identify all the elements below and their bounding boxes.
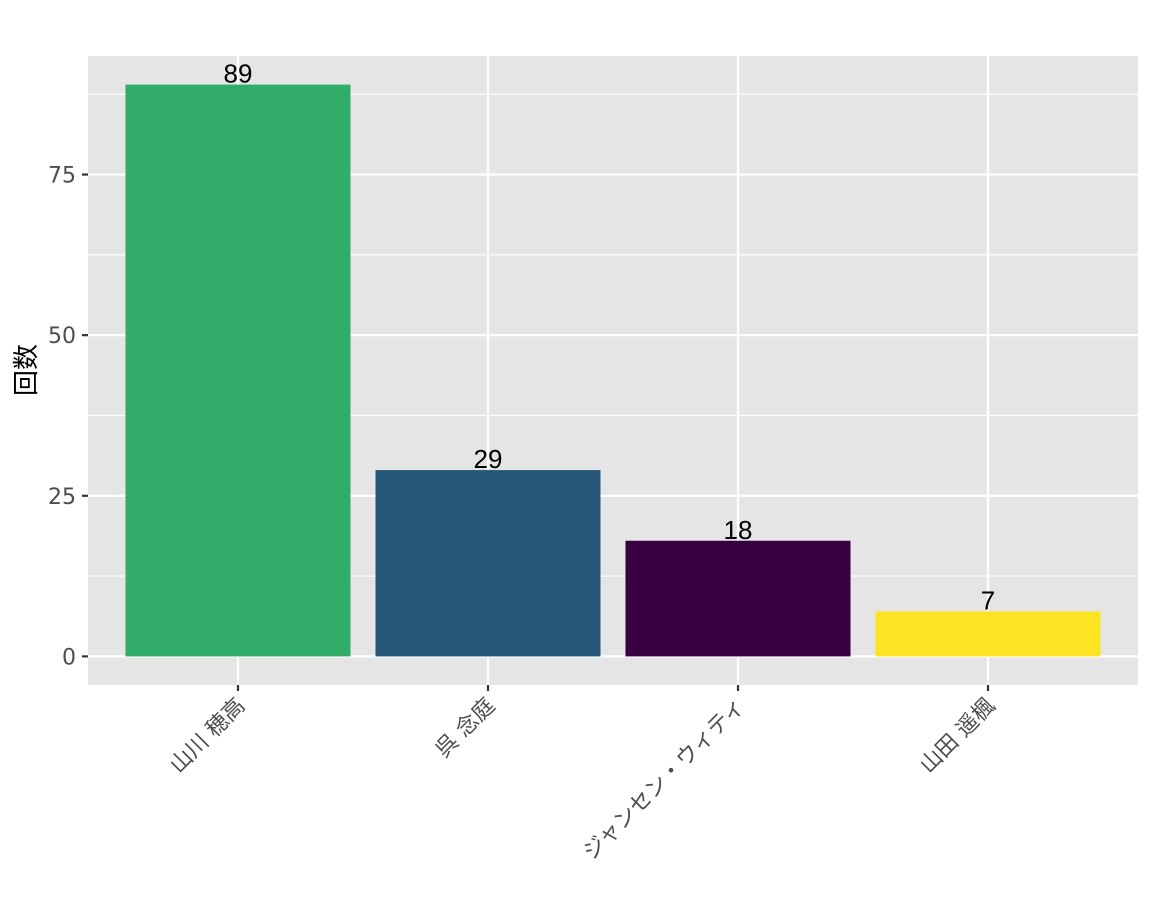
y-axis-title: 回数 <box>12 344 42 396</box>
bar <box>375 470 601 657</box>
bar-value-label: 18 <box>724 515 753 545</box>
y-tick-label: 0 <box>62 645 76 670</box>
bars <box>125 84 1101 657</box>
bar <box>125 84 351 657</box>
bar-value-label: 89 <box>224 59 253 89</box>
bar <box>875 611 1101 657</box>
y-axis: 0 25 50 75 <box>48 164 88 670</box>
y-tick-label: 50 <box>48 324 76 349</box>
y-tick-label: 25 <box>48 485 76 510</box>
data-labels: 89 29 18 7 <box>224 59 996 616</box>
bar-value-label: 29 <box>474 444 503 474</box>
bar <box>625 540 851 657</box>
y-tick-label: 75 <box>48 164 76 189</box>
bar-value-label: 7 <box>981 585 995 615</box>
